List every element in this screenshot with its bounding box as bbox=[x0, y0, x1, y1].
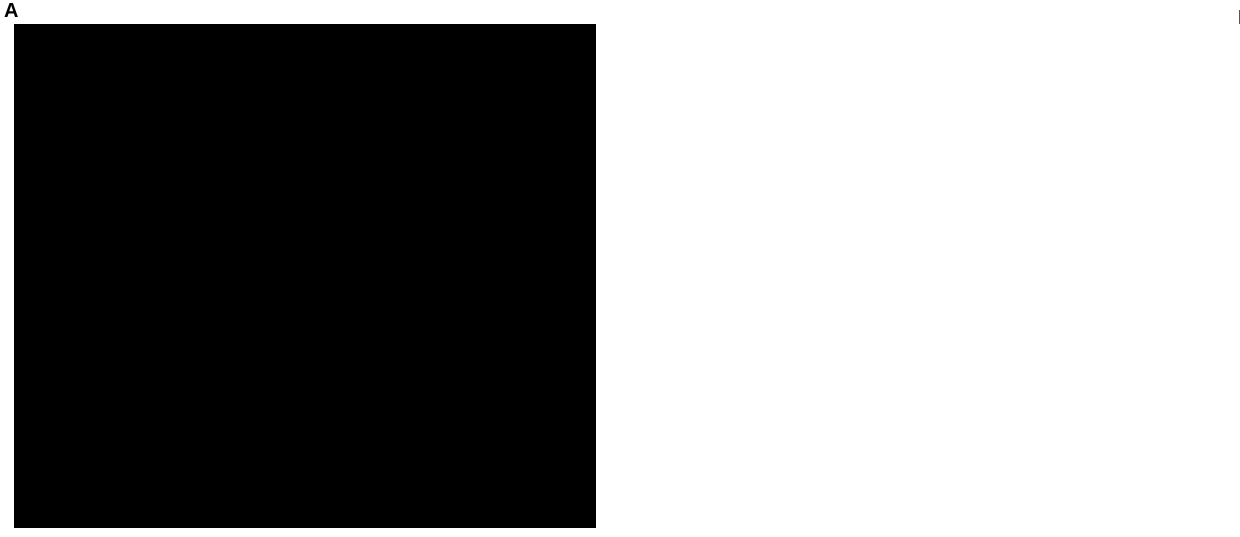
panel-a bbox=[14, 24, 596, 528]
panel-a-label: A bbox=[4, 0, 18, 23]
panel-a-wrapper: A bbox=[0, 0, 620, 537]
panel-b-wrapper: B bbox=[620, 0, 1240, 537]
figure-container: A B bbox=[0, 0, 1240, 537]
